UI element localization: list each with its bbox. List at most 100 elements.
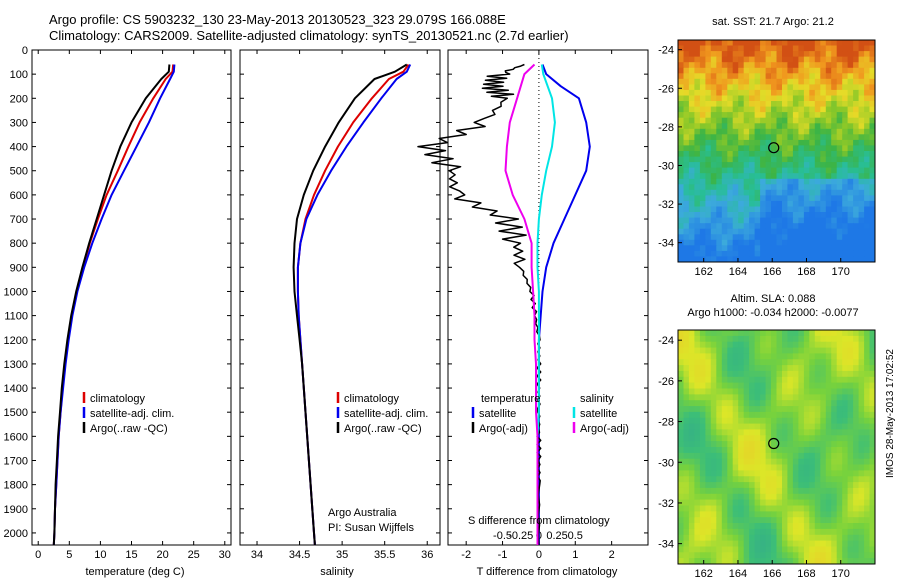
map-cell <box>798 112 805 119</box>
map-cell <box>716 517 723 524</box>
map-cell <box>732 51 739 58</box>
map-cell <box>814 234 821 241</box>
map-cell <box>732 359 739 366</box>
map-cell <box>836 470 843 477</box>
map-cell <box>765 546 772 553</box>
map-cell <box>710 511 717 518</box>
map-cell <box>831 400 838 407</box>
map-cell <box>688 487 695 495</box>
map-cell <box>743 95 750 102</box>
map-cell <box>699 423 706 430</box>
map-cell <box>765 335 772 343</box>
map-cell <box>820 482 827 489</box>
map-cell <box>710 134 717 141</box>
map-cell <box>683 370 690 378</box>
legend-label-argo: Argo(..raw -QC) <box>90 423 168 435</box>
map-cell <box>738 534 745 542</box>
map-cell <box>699 493 706 501</box>
map-cell <box>825 162 832 169</box>
map-cell <box>699 95 706 102</box>
map-cell <box>710 200 717 207</box>
map-cell <box>760 256 767 262</box>
map-cell <box>705 212 712 219</box>
map-cell <box>738 470 745 477</box>
map-cell <box>825 435 832 442</box>
map-cell <box>825 89 832 96</box>
map-cell <box>831 250 838 257</box>
map-cell <box>765 117 772 124</box>
map-cell <box>732 45 739 52</box>
map-cell <box>749 406 756 413</box>
map-cell <box>831 117 838 124</box>
map-cell <box>716 441 723 448</box>
y-tick-label: 1700 <box>4 455 28 467</box>
argo-position-marker <box>768 142 780 154</box>
map-cell <box>749 95 756 102</box>
map-cell <box>705 511 712 518</box>
map-cell <box>732 388 739 395</box>
map-cell <box>798 156 805 163</box>
map-cell <box>803 534 810 542</box>
map-cell <box>738 212 745 219</box>
map-cell <box>754 365 761 372</box>
map-cell <box>678 382 685 389</box>
map-cell <box>765 353 772 360</box>
map-cell <box>710 95 717 102</box>
map-cell <box>727 178 734 185</box>
map-cell <box>743 51 750 58</box>
map-cell <box>847 134 854 141</box>
map-cell <box>705 435 712 442</box>
map-cell <box>694 106 701 113</box>
map-cell <box>820 370 827 378</box>
credit-line2: PI: Susan Wijffels <box>328 522 414 534</box>
map-cell <box>705 195 712 202</box>
map-cell <box>743 89 750 96</box>
map-cell <box>694 145 701 152</box>
map-cell <box>765 195 772 202</box>
map-cell <box>842 441 849 448</box>
map-cell <box>864 67 871 74</box>
map-cell <box>814 62 821 69</box>
map-cell <box>864 441 871 448</box>
map-cell <box>738 56 745 63</box>
map-cell <box>858 365 865 372</box>
map-cell <box>732 435 739 442</box>
map-cell <box>710 223 717 230</box>
map-cell <box>787 117 794 124</box>
map-cell <box>803 156 810 163</box>
map-cell <box>825 330 832 337</box>
map-cell <box>820 56 827 63</box>
map-cell <box>727 189 734 196</box>
map-cell <box>853 200 860 207</box>
map-cell <box>798 173 805 180</box>
map-cell <box>792 89 799 96</box>
map-cell <box>792 505 799 512</box>
map-cell <box>831 493 838 501</box>
map-cell <box>678 95 685 102</box>
map-cell <box>842 552 849 559</box>
map-cell <box>814 347 821 354</box>
map-cell <box>678 178 685 185</box>
map-cell <box>858 370 865 378</box>
map-cell <box>705 101 712 108</box>
map-cell <box>694 347 701 354</box>
map-cell <box>842 505 849 512</box>
map-cell <box>782 435 789 442</box>
map-cell <box>678 151 685 158</box>
map-cell <box>749 206 756 213</box>
map-cell <box>836 117 843 124</box>
map-cell <box>787 406 794 413</box>
map-cell <box>792 447 799 454</box>
map-cell <box>732 151 739 158</box>
map-cell <box>798 123 805 130</box>
map-cell <box>864 359 871 366</box>
map-cell <box>699 73 706 80</box>
map-cell <box>847 228 854 235</box>
map-cell <box>847 234 854 241</box>
map-cell <box>716 145 723 152</box>
y-tick-label: 1600 <box>4 431 28 443</box>
map-cell <box>749 517 756 524</box>
map-cell <box>694 441 701 448</box>
map-cell <box>820 200 827 207</box>
map-cell <box>688 51 695 58</box>
